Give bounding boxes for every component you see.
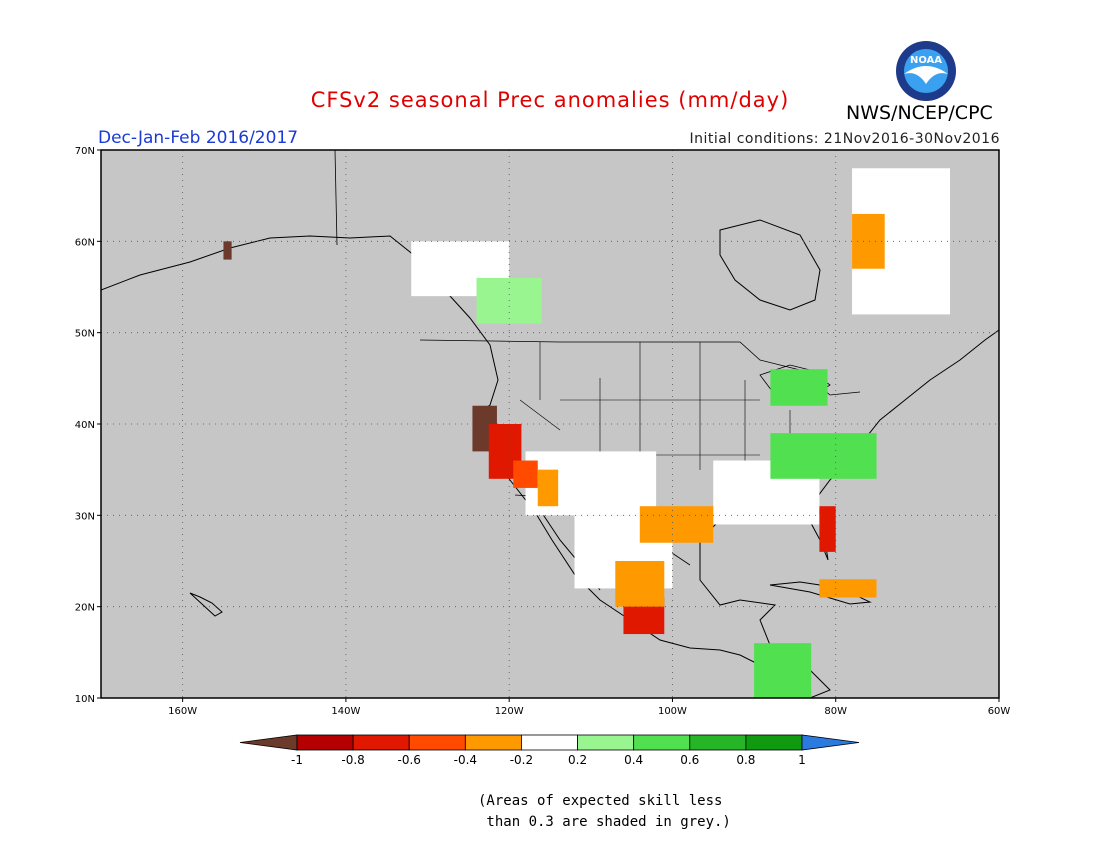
- anomaly-patch: [639, 506, 714, 543]
- us-canada-border: [419, 339, 861, 396]
- legend-swatch: [464, 734, 522, 751]
- lon-tick-label: 160W: [168, 706, 197, 717]
- anomaly-patch: [513, 460, 538, 488]
- anomaly-patch: [819, 579, 877, 598]
- skill-note: (Areas of expected skill less than 0.3 a…: [478, 791, 731, 833]
- legend-tick-label: 0.6: [680, 753, 699, 767]
- lon-tick-label: 60W: [988, 706, 1011, 717]
- anomaly-patch: [819, 506, 836, 552]
- skill-note-line-1: (Areas of expected skill less: [478, 793, 723, 809]
- latitude-ticks: 10N 20N 30N 40N 50N 60N 70N: [75, 146, 101, 705]
- lon-tick-label: 100W: [658, 706, 687, 717]
- logo-text: NOAA: [910, 55, 942, 66]
- map-area: [101, 150, 999, 698]
- map-background: [101, 150, 999, 698]
- legend-color-bar: [239, 734, 860, 751]
- legend-tick-label: 0.2: [568, 753, 587, 767]
- alaska-border: [334, 150, 338, 246]
- hawaii: [189, 592, 223, 617]
- lon-tick-label: 140W: [331, 706, 360, 717]
- skill-note-line-2: than 0.3 are shaded in grey.): [478, 814, 731, 830]
- legend-tick-label: -0.4: [454, 753, 477, 767]
- longitude-ticks: 160W 140W 120W 100W 80W 60W: [168, 698, 1010, 717]
- legend-arrow-right: [801, 734, 860, 751]
- noaa-logo: NOAA: [896, 41, 956, 101]
- lat-tick-label: 40N: [75, 420, 95, 431]
- initial-conditions: Initial conditions: 21Nov2016-30Nov2016: [689, 131, 1000, 147]
- lon-tick-label: 80W: [824, 706, 847, 717]
- anomaly-patch: [770, 369, 828, 406]
- graticule: [101, 150, 999, 698]
- anomaly-patch: [223, 241, 232, 260]
- anomaly-patch: [770, 433, 877, 479]
- anomaly-patch: [615, 561, 665, 607]
- legend-swatch: [633, 734, 691, 751]
- legend-tick-label: -0.6: [398, 753, 421, 767]
- anomaly-patch: [754, 643, 812, 698]
- legend-tick-label: 1: [798, 753, 806, 767]
- map-title: CFSv2 seasonal Prec anomalies (mm/day): [310, 88, 790, 112]
- legend-swatch: [521, 734, 578, 751]
- legend-tick-label: 0.8: [736, 753, 755, 767]
- legend-swatch: [577, 734, 635, 751]
- lat-tick-label: 70N: [75, 146, 95, 157]
- legend-swatch: [689, 734, 747, 751]
- lat-tick-label: 30N: [75, 511, 95, 522]
- legend-swatch: [296, 734, 354, 751]
- legend-tick-labels: -1 -0.8 -0.6 -0.4 -0.2 0.2 0.4 0.6 0.8 1: [291, 753, 806, 767]
- cuba: [769, 581, 872, 605]
- legend-tick-label: -0.2: [510, 753, 533, 767]
- legend-swatch: [745, 734, 803, 751]
- logo-bird: [904, 66, 948, 84]
- legend-arrow-left: [239, 734, 298, 751]
- agency-label: NWS/NCEP/CPC: [846, 102, 993, 124]
- legend-tick-label: 0.4: [624, 753, 643, 767]
- anomaly-patches: [223, 168, 951, 698]
- legend-swatch: [408, 734, 466, 751]
- legend-tick-label: -1: [291, 753, 303, 767]
- forecast-period: Dec-Jan-Feb 2016/2017: [98, 128, 299, 148]
- lon-tick-label: 120W: [495, 706, 524, 717]
- legend-swatch: [352, 734, 410, 751]
- lat-tick-label: 10N: [75, 694, 95, 705]
- lat-tick-label: 20N: [75, 603, 95, 614]
- lat-tick-label: 50N: [75, 329, 95, 340]
- hudson-bay: [719, 219, 821, 311]
- lat-tick-label: 60N: [75, 237, 95, 248]
- legend-tick-label: -0.8: [341, 753, 364, 767]
- anomaly-patch: [537, 469, 559, 507]
